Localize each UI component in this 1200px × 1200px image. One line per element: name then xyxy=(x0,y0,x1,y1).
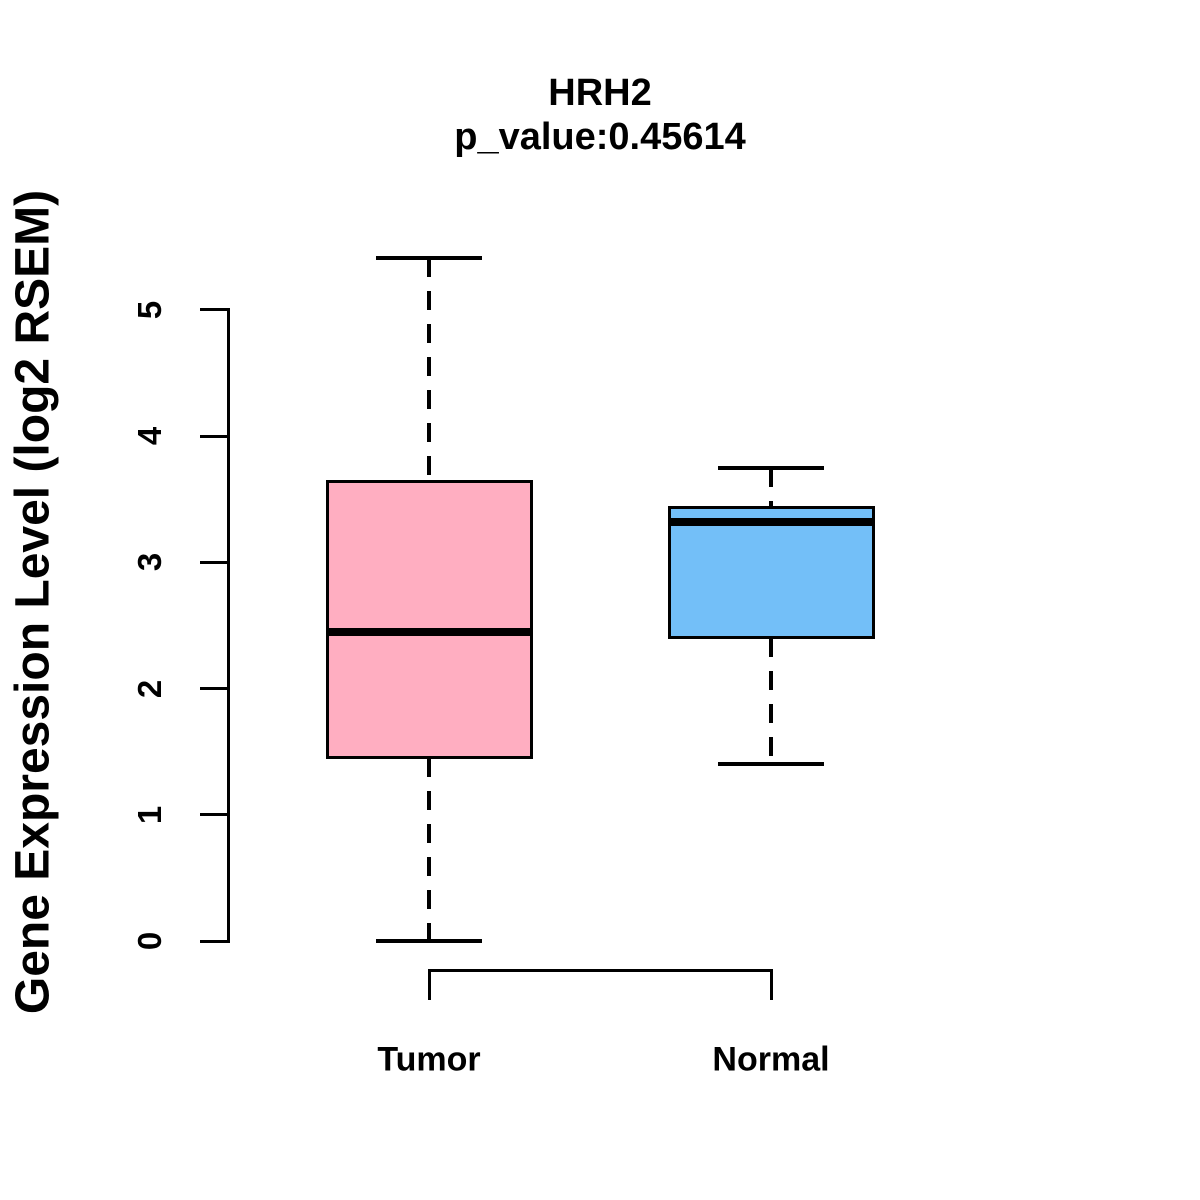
lower-whisker-tumor xyxy=(427,757,431,941)
upper-whisker-tumor xyxy=(427,257,431,482)
median-tumor xyxy=(325,627,533,636)
y-tick-label: 1 xyxy=(131,805,168,824)
y-tick-label: 5 xyxy=(131,300,168,319)
upper-whisker-cap-tumor xyxy=(376,255,482,260)
y-tick-label: 0 xyxy=(131,931,168,951)
y-axis-line xyxy=(227,308,230,943)
box-normal xyxy=(667,506,875,640)
box-tumor xyxy=(325,479,533,760)
y-axis-tick xyxy=(200,939,230,943)
x-axis-tick xyxy=(769,969,773,1000)
upper-whisker-cap-normal xyxy=(718,465,824,470)
y-axis-label: Gene Expression Level (log2 RSEM) xyxy=(6,189,60,1015)
chart-subtitle: p_value:0.45614 xyxy=(454,115,746,158)
y-axis-tick xyxy=(200,560,230,564)
y-tick-label: 4 xyxy=(131,426,168,446)
y-tick-label: 2 xyxy=(131,679,168,698)
y-axis-tick xyxy=(200,308,230,312)
y-axis-tick xyxy=(200,434,230,438)
lower-whisker-cap-tumor xyxy=(376,939,482,943)
x-axis-line xyxy=(429,969,771,972)
median-normal xyxy=(667,517,875,526)
y-axis-tick xyxy=(200,687,230,690)
x-category-label-tumor: Tumor xyxy=(377,1040,481,1079)
upper-whisker-normal xyxy=(769,467,773,508)
chart-title: HRH2 xyxy=(548,72,652,114)
y-axis-tick xyxy=(200,813,230,817)
y-tick-label: 3 xyxy=(131,553,168,572)
x-axis-tick xyxy=(427,969,431,1000)
x-category-label-normal: Normal xyxy=(712,1040,830,1079)
title-block: HRH2 p_value:0.45614 xyxy=(230,72,970,159)
lower-whisker-normal xyxy=(769,638,773,765)
lower-whisker-cap-normal xyxy=(718,762,824,767)
